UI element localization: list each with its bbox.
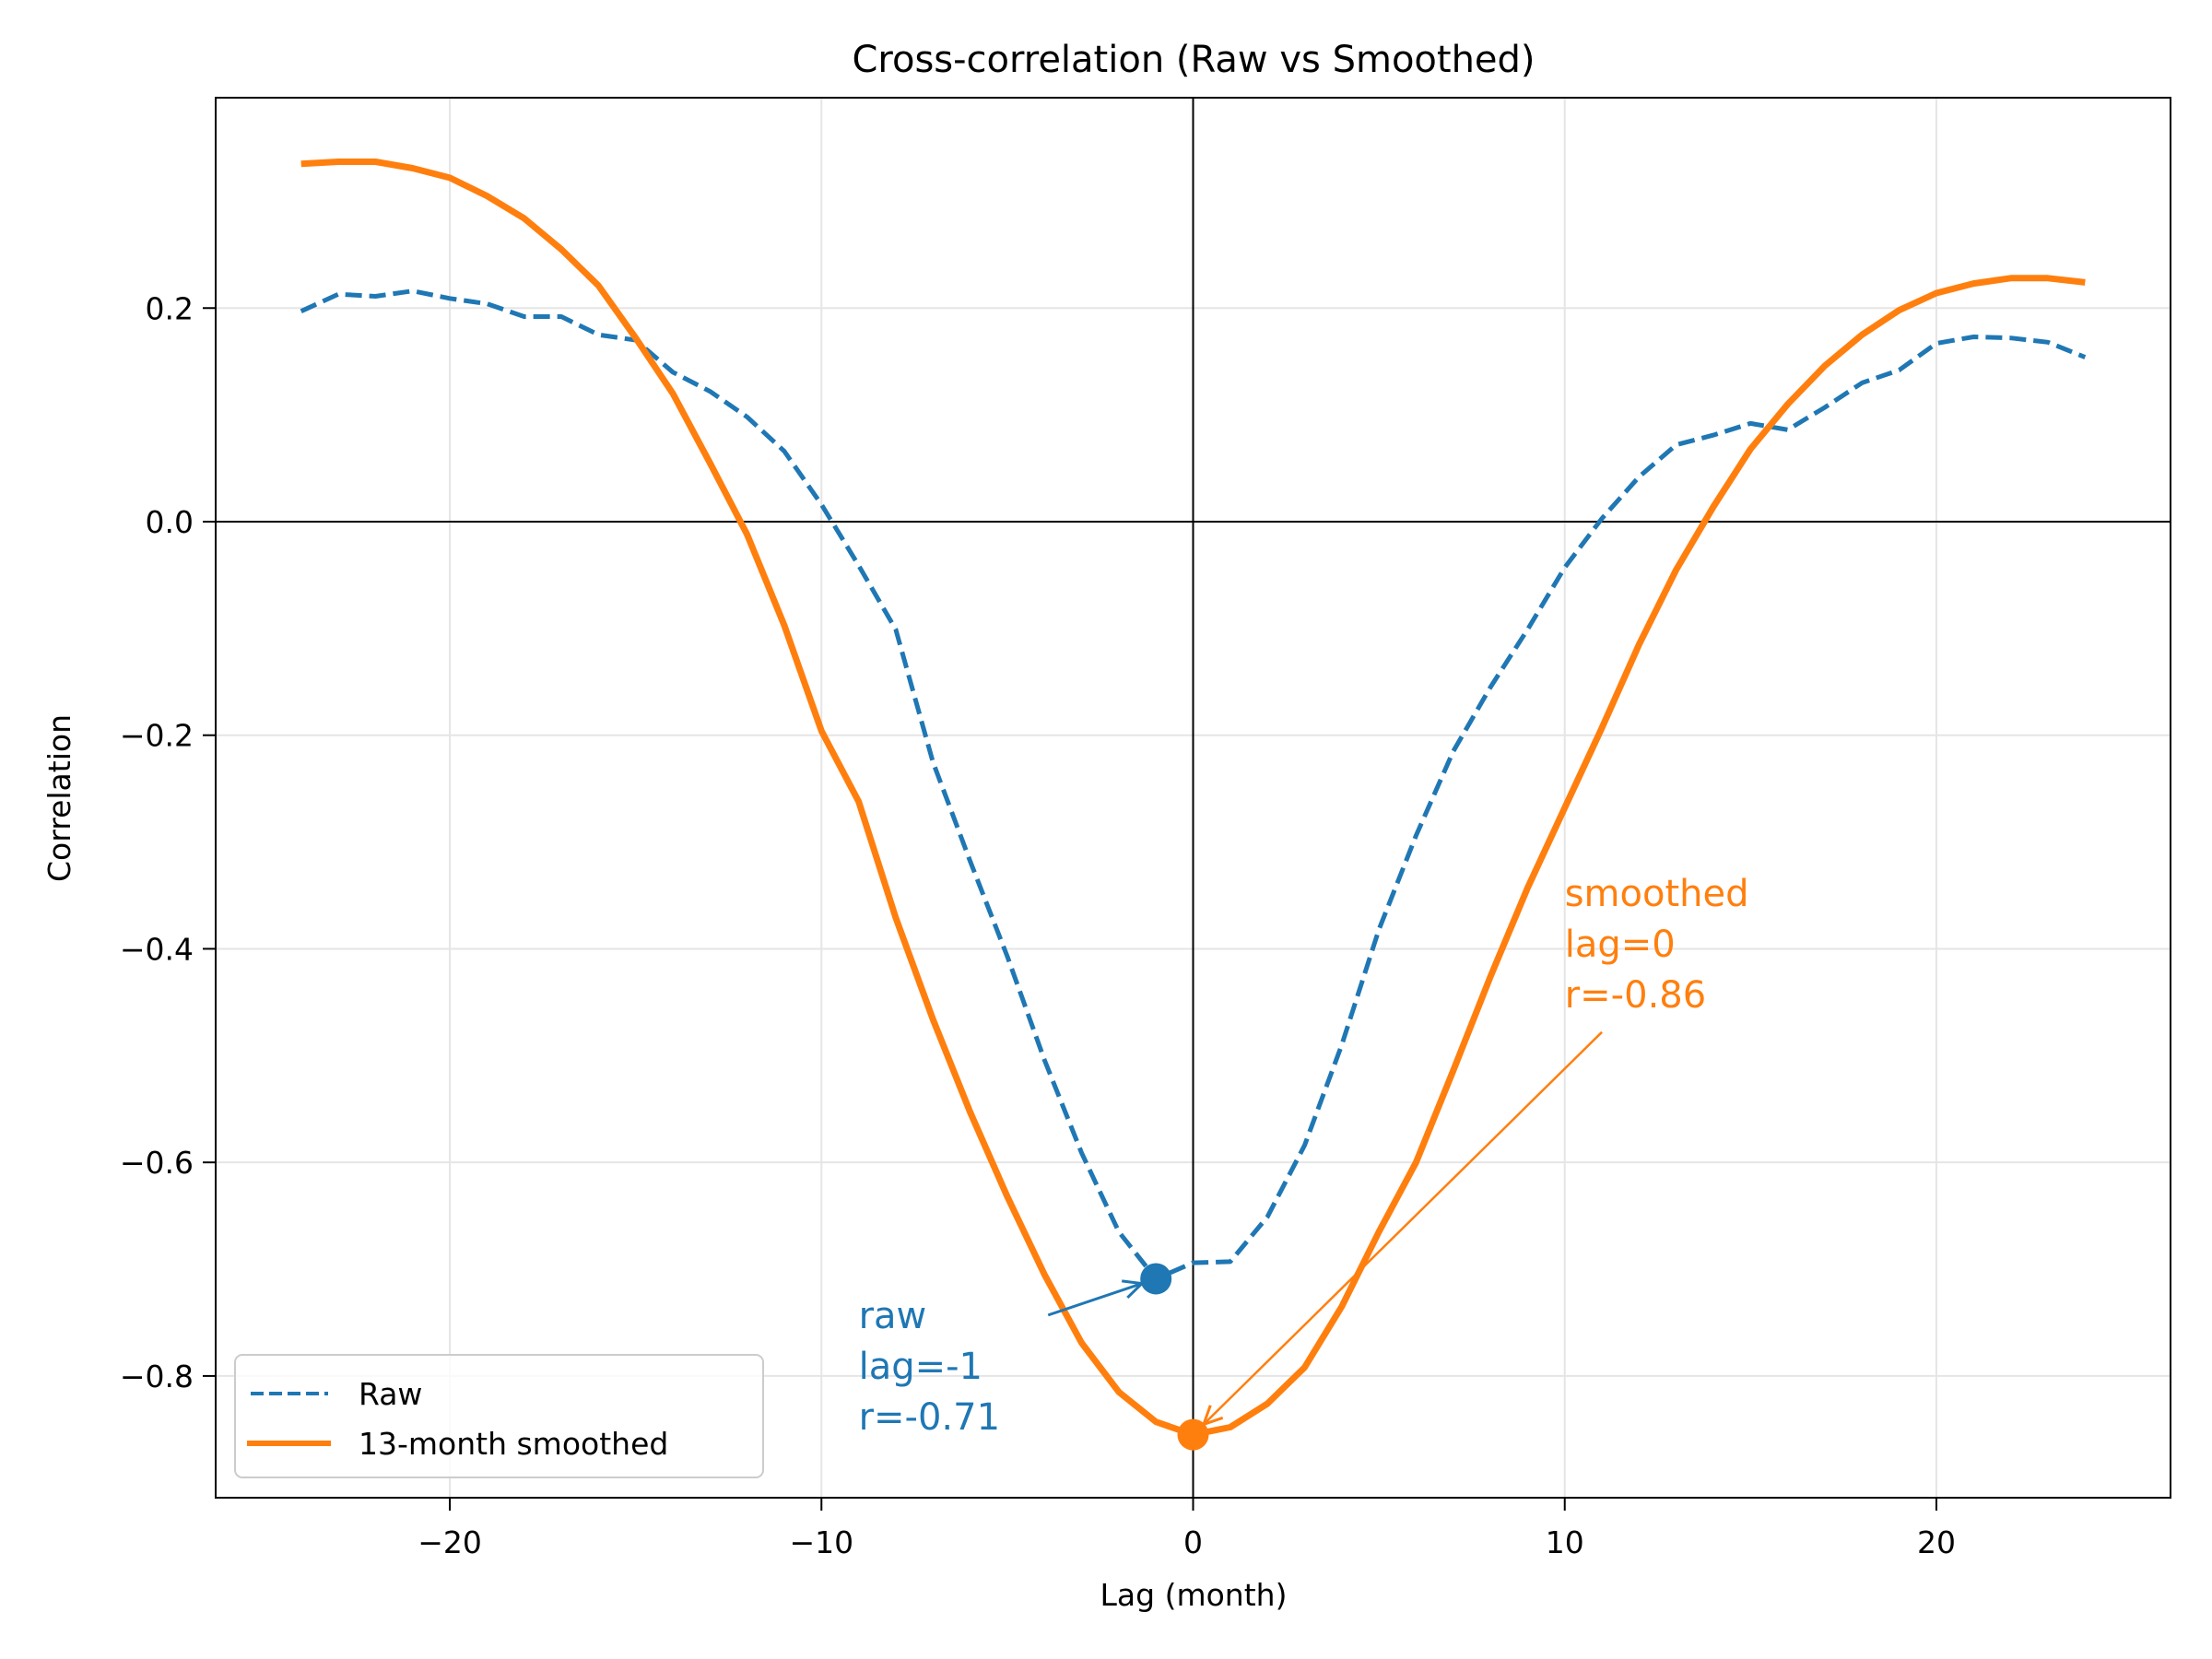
annotation-arrow [1047,1277,1157,1317]
y-tick-label: 0.0 [146,504,194,540]
y-axis-label: Correlation [41,714,77,882]
smoothed-min-annotation: smoothed lag=0 r=-0.86 [1177,873,1749,1451]
y-axis-ticks: 0.2 0.0 −0.2 −0.4 −0.6 −0.8 [120,290,216,1394]
annotation-text-line: r=-0.71 [859,1396,1000,1439]
legend-raw-label: Raw [359,1376,422,1412]
annotation-text-line: raw [859,1295,927,1337]
y-tick-label: −0.8 [120,1359,194,1394]
raw-min-marker [1140,1263,1172,1295]
annotation-text-line: smoothed [1565,873,1749,915]
legend-smoothed-label: 13-month smoothed [359,1426,668,1462]
legend-box [234,1354,764,1478]
x-axis-ticks: −20 −10 0 10 20 [418,1498,1956,1560]
annotation-text-line: lag=-1 [859,1346,982,1388]
annotation-arrow [1192,1030,1603,1436]
y-tick-label: −0.4 [120,931,194,967]
x-tick-label: 10 [1546,1524,1584,1560]
x-axis-label: Lag (month) [1100,1577,1288,1613]
annotations: raw lag=-1 r=-0.71 smoothed lag=0 r=-0.86 [859,873,1749,1451]
x-tick-label: −20 [418,1524,482,1560]
legend: Raw 13-month smoothed [234,1354,764,1478]
chart-title: Cross-correlation (Raw vs Smoothed) [852,39,1535,81]
x-tick-label: −10 [789,1524,853,1560]
annotation-text-line: r=-0.86 [1565,974,1706,1017]
smoothed-min-marker [1177,1418,1209,1451]
x-tick-label: 20 [1917,1524,1956,1560]
raw-min-annotation: raw lag=-1 r=-0.71 [859,1263,1172,1439]
x-tick-label: 0 [1183,1524,1203,1560]
raw-series-line [300,288,2087,1281]
y-tick-label: −0.6 [120,1145,194,1181]
y-tick-label: −0.2 [120,718,194,754]
y-tick-label: 0.2 [146,290,194,326]
annotation-text-line: lag=0 [1565,924,1676,966]
